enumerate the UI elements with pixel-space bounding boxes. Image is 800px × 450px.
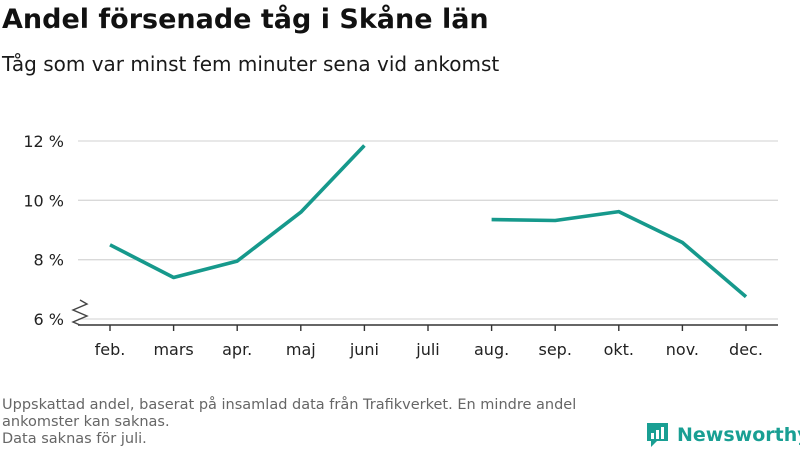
y-tick-label: 10 % bbox=[23, 191, 64, 210]
chart-subtitle: Tåg som var minst fem minuter sena vid a… bbox=[2, 52, 500, 76]
y-tick-label: 6 % bbox=[34, 310, 64, 329]
y-axis-ticks: 6 % 8 % 10 % 12 % bbox=[23, 132, 64, 329]
chart-title: Andel försenade tåg i Skåne län bbox=[2, 4, 489, 35]
line-chart: 6 % 8 % 10 % 12 % feb. mars apr. maj juni juli au… bbox=[23, 132, 778, 359]
x-tick-label: juli bbox=[415, 340, 439, 359]
series-line bbox=[109, 144, 366, 280]
y-tick-label: 8 % bbox=[34, 251, 64, 270]
x-tick-label: apr. bbox=[222, 340, 252, 359]
footnote-line-1: Uppskattad andel, baserat på insamlad da… bbox=[2, 397, 577, 430]
x-axis bbox=[71, 299, 778, 326]
x-tick-label: feb. bbox=[95, 340, 126, 359]
x-axis-ticks: feb. mars apr. maj juni juli aug. sep. okt. nov. d… bbox=[95, 325, 763, 359]
y-tick-label: 12 % bbox=[23, 132, 64, 151]
gridlines bbox=[78, 140, 778, 320]
brand: Newsworthy bbox=[645, 420, 800, 450]
x-tick-label: nov. bbox=[666, 340, 699, 359]
x-tick-label: maj bbox=[286, 340, 316, 359]
x-tick-label: juni bbox=[349, 340, 379, 359]
x-tick-label: aug. bbox=[474, 340, 509, 359]
brand-name: Newsworthy bbox=[677, 424, 800, 446]
x-tick-label: dec. bbox=[729, 340, 763, 359]
footnote-line-2: Data saknas för juli. bbox=[2, 431, 147, 447]
y-axis-break bbox=[71, 299, 89, 326]
x-tick-label: okt. bbox=[604, 340, 634, 359]
newsworthy-logo-icon bbox=[647, 423, 668, 447]
x-tick-label: mars bbox=[153, 340, 193, 359]
x-tick-label: sep. bbox=[538, 340, 571, 359]
series-line bbox=[491, 209, 748, 299]
series-lines bbox=[109, 144, 748, 299]
footnote: Uppskattad andel, baserat på insamlad da… bbox=[2, 397, 642, 448]
